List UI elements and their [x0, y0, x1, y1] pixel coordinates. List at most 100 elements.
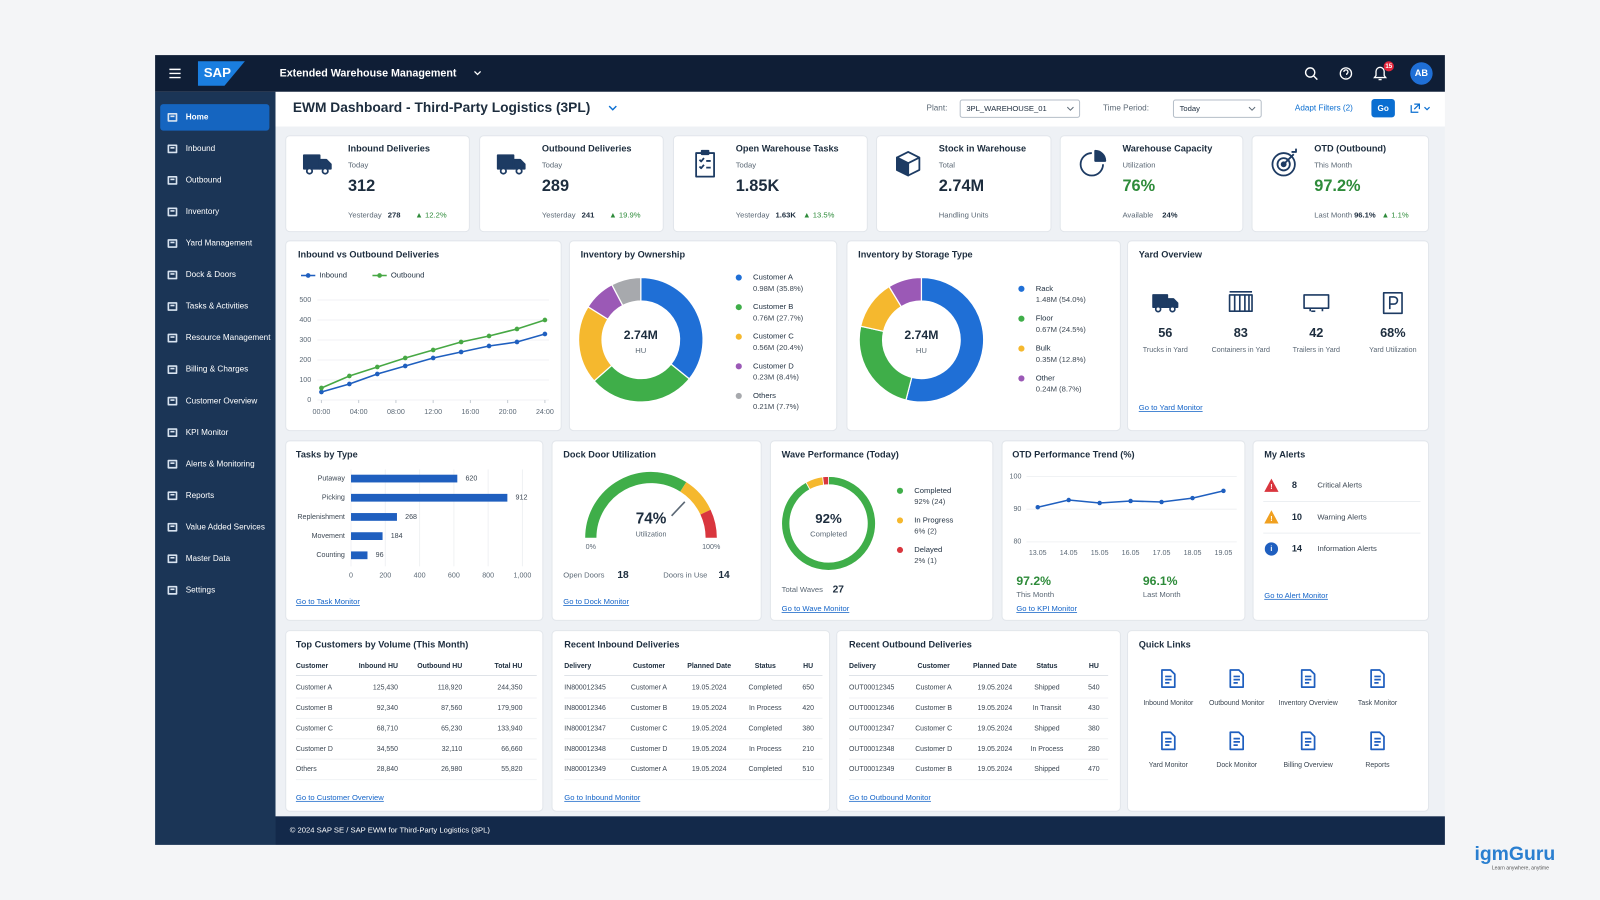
- card: [672, 135, 868, 233]
- icon-doc[interactable]: [1229, 669, 1245, 688]
- table-cell: Customer D: [296, 746, 333, 753]
- nav-item[interactable]: Resource Management: [186, 333, 272, 342]
- quick-link-label[interactable]: Task Monitor: [1358, 700, 1398, 707]
- icon-small: [167, 333, 178, 343]
- icon-part: [1079, 152, 1104, 177]
- icon-doc[interactable]: [1229, 731, 1245, 751]
- plant-select[interactable]: [959, 99, 1081, 118]
- nav-item[interactable]: Billing & Charges: [186, 365, 249, 374]
- legend-value: 0.56M (20.4%): [753, 343, 804, 352]
- card: [769, 440, 994, 621]
- period-select[interactable]: [1172, 99, 1262, 118]
- table-cell: Completed: [749, 766, 783, 773]
- y-tick-label: 0: [307, 396, 311, 404]
- legend-dot: [1018, 285, 1025, 292]
- link[interactable]: Go to Customer Overview: [296, 793, 384, 802]
- nav-item[interactable]: Inbound: [186, 144, 216, 153]
- kpi-value: 289: [542, 177, 569, 195]
- legend-label: Inbound: [319, 271, 347, 280]
- table-header: Inbound HU: [359, 663, 398, 670]
- card: [1251, 135, 1430, 233]
- go-button[interactable]: [1371, 98, 1395, 118]
- link[interactable]: Go to Yard Monitor: [1139, 403, 1203, 412]
- table-cell: Customer B: [296, 705, 333, 712]
- nav-item[interactable]: Tasks & Activities: [186, 302, 249, 311]
- shell-bar: [155, 55, 1445, 92]
- nav-item[interactable]: Value Added Services: [186, 522, 265, 531]
- table-cell: 55,820: [501, 766, 522, 773]
- series-point: [486, 333, 492, 339]
- quick-link-label[interactable]: Outbound Monitor: [1209, 700, 1265, 707]
- icon-clipboard: [695, 149, 715, 178]
- legend-value: 0.76M (27.7%): [753, 313, 804, 322]
- icon-part: [1229, 731, 1245, 751]
- nav-item[interactable]: Reports: [186, 491, 215, 500]
- nav-item[interactable]: Home: [186, 113, 209, 122]
- link[interactable]: Go to Dock Monitor: [563, 597, 629, 606]
- stat-value: 96.1%: [1143, 574, 1178, 588]
- series-point: [374, 371, 380, 377]
- link[interactable]: Go to Alert Monitor: [1264, 591, 1328, 600]
- kpi-compare-label: Available: [1122, 210, 1153, 219]
- table-cell: 430: [1088, 705, 1100, 712]
- table-cell: Customer D: [631, 746, 668, 753]
- table-cell: Shipped: [1034, 766, 1060, 773]
- quick-link-label[interactable]: Reports: [1365, 762, 1390, 769]
- gauge-needle: [671, 501, 686, 517]
- x-tick-label: 00:00: [313, 408, 331, 416]
- icon-part: [1166, 298, 1179, 308]
- icon-trailer: [1303, 294, 1330, 313]
- help-icon[interactable]: [1339, 67, 1353, 80]
- share-icon[interactable]: [1410, 103, 1431, 113]
- quick-link-label[interactable]: Billing Overview: [1284, 762, 1334, 769]
- search-icon[interactable]: [1304, 67, 1316, 78]
- app-title[interactable]: Extended Warehouse Management: [280, 67, 457, 79]
- donut-segment: [822, 476, 829, 486]
- icon-doc[interactable]: [1161, 669, 1176, 688]
- nav-item[interactable]: KPI Monitor: [186, 428, 229, 437]
- link[interactable]: Go to Outbound Monitor: [849, 793, 931, 802]
- table-cell: 87,560: [441, 705, 462, 712]
- nav-item[interactable]: Outbound: [186, 176, 222, 185]
- card-title: Dock Door Utilization: [563, 450, 656, 460]
- series-point: [458, 349, 464, 355]
- avatar[interactable]: [1410, 62, 1433, 85]
- card: [479, 135, 664, 233]
- kpi-delta: ▲ 13.5%: [803, 210, 835, 219]
- icon-doc[interactable]: [1300, 731, 1316, 751]
- link[interactable]: Go to KPI Monitor: [1016, 604, 1077, 613]
- nav-item[interactable]: Settings: [186, 585, 215, 594]
- quick-link-label[interactable]: Dock Monitor: [1216, 762, 1257, 769]
- link[interactable]: Go to Wave Monitor: [782, 604, 850, 613]
- icon-doc[interactable]: [1370, 669, 1385, 688]
- link[interactable]: Go to Inbound Monitor: [564, 793, 640, 802]
- nav-item[interactable]: Yard Management: [186, 239, 253, 248]
- icon-small: [167, 207, 178, 217]
- nav-item[interactable]: Inventory: [186, 207, 220, 216]
- icon-doc[interactable]: [1161, 731, 1176, 751]
- icon-doc[interactable]: [1300, 669, 1316, 688]
- legend-value: 2% (1): [914, 556, 937, 565]
- nav-item[interactable]: Master Data: [186, 554, 231, 563]
- table-cell: IN800012349: [564, 766, 606, 773]
- quick-link-label[interactable]: Yard Monitor: [1149, 762, 1189, 769]
- kpi-value: 2.74M: [939, 177, 984, 195]
- kpi-value: 1.85K: [736, 177, 780, 195]
- nav-item[interactable]: Customer Overview: [186, 396, 258, 405]
- y-tick-label: 100: [299, 376, 311, 384]
- nav-item[interactable]: Dock & Doors: [186, 270, 236, 279]
- quick-link-label[interactable]: Inbound Monitor: [1143, 700, 1194, 707]
- icon-small: [167, 396, 178, 406]
- stat-label: Open Doors: [563, 571, 604, 580]
- adapt-filters[interactable]: Adapt Filters (2): [1295, 103, 1353, 112]
- link[interactable]: Go to Task Monitor: [296, 597, 360, 606]
- chart-title: Inventory by Ownership: [581, 250, 686, 260]
- legend-value: 92% (24): [914, 497, 945, 506]
- notification-count: 15: [1385, 63, 1392, 70]
- bell-icon[interactable]: [1373, 66, 1388, 81]
- table-header: Delivery: [564, 663, 591, 670]
- quick-link-label[interactable]: Inventory Overview: [1279, 700, 1339, 707]
- icon-doc[interactable]: [1370, 731, 1385, 751]
- legend-label: Bulk: [1036, 344, 1051, 353]
- nav-item[interactable]: Alerts & Monitoring: [186, 459, 255, 468]
